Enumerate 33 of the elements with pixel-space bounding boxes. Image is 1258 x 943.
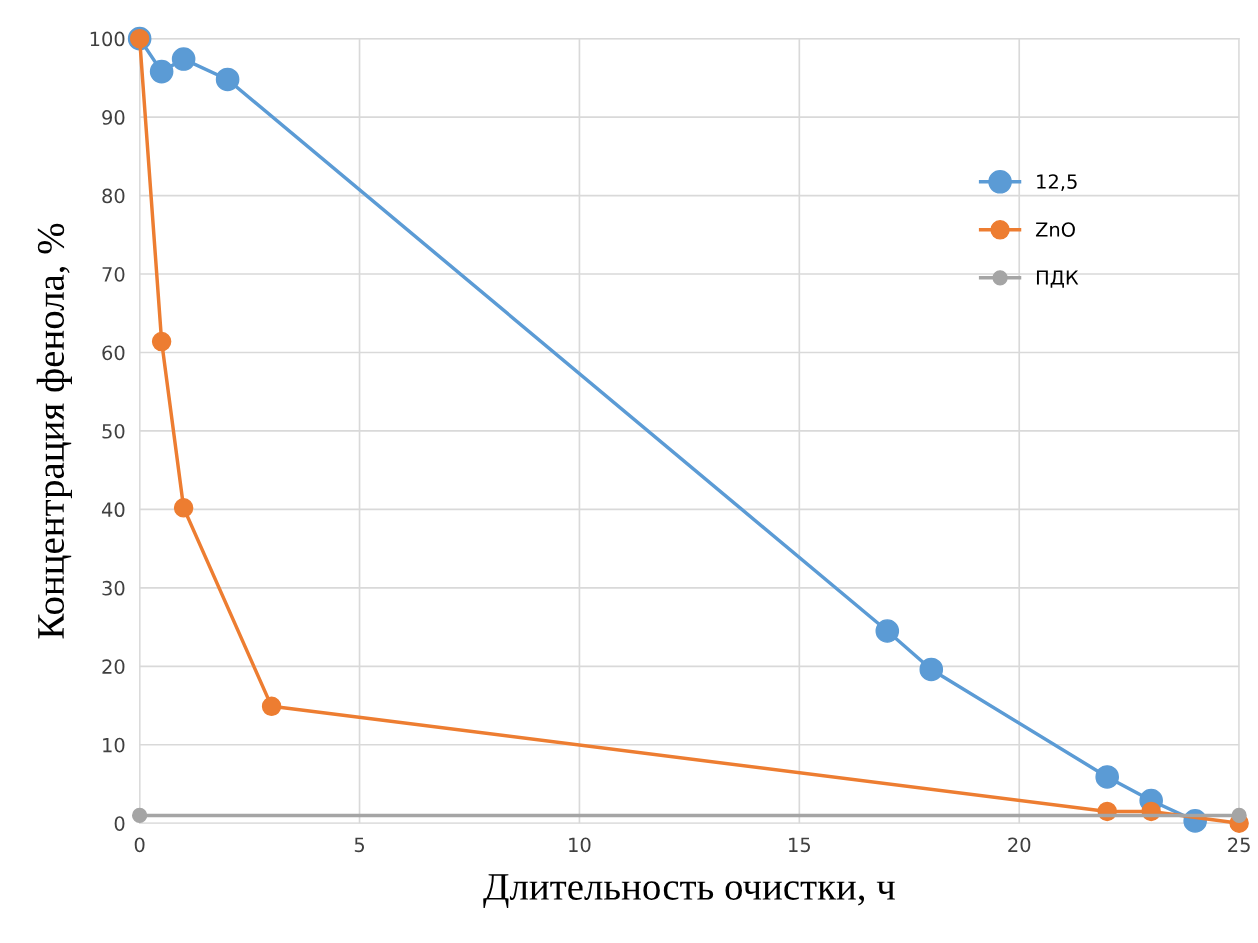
x-axis-title: Длительность очистки, ч — [483, 874, 895, 908]
point — [171, 47, 196, 71]
y-tick-label: 0 — [114, 816, 125, 831]
point — [1095, 765, 1119, 789]
legend-label: ZnO — [1035, 222, 1075, 237]
y-tick-label: 30 — [102, 580, 125, 596]
y-tick-label: 50 — [102, 423, 125, 439]
y-tick-label: 60 — [102, 345, 125, 361]
y-tick-label: 70 — [102, 266, 125, 282]
y-tick-label: 20 — [102, 659, 125, 674]
x-tick-label: 20 — [1008, 837, 1031, 853]
legend-label: 12,5 — [1037, 174, 1077, 191]
y-tick-label: 100 — [90, 31, 125, 47]
point — [131, 807, 148, 824]
point — [173, 498, 194, 518]
x-tick-label: 15 — [789, 837, 811, 853]
y-tick-label: 40 — [101, 502, 125, 518]
y-tick-label: 10 — [103, 737, 125, 753]
point — [149, 59, 174, 84]
point — [1231, 807, 1247, 824]
y-tick-label: 90 — [102, 110, 125, 125]
y-tick-label: 80 — [102, 188, 125, 204]
y-axis-title: Концентрация фенола, % — [36, 223, 72, 639]
point — [215, 67, 240, 92]
point — [875, 619, 900, 643]
x-tick-label: 10 — [569, 837, 591, 853]
point — [261, 696, 282, 717]
x-tick-label: 5 — [354, 837, 365, 853]
point — [151, 331, 172, 352]
legend-label: ПДК — [1036, 270, 1079, 288]
point — [919, 657, 944, 682]
x-tick-label: 25 — [1228, 837, 1250, 853]
x-tick-label: 0 — [134, 837, 145, 853]
